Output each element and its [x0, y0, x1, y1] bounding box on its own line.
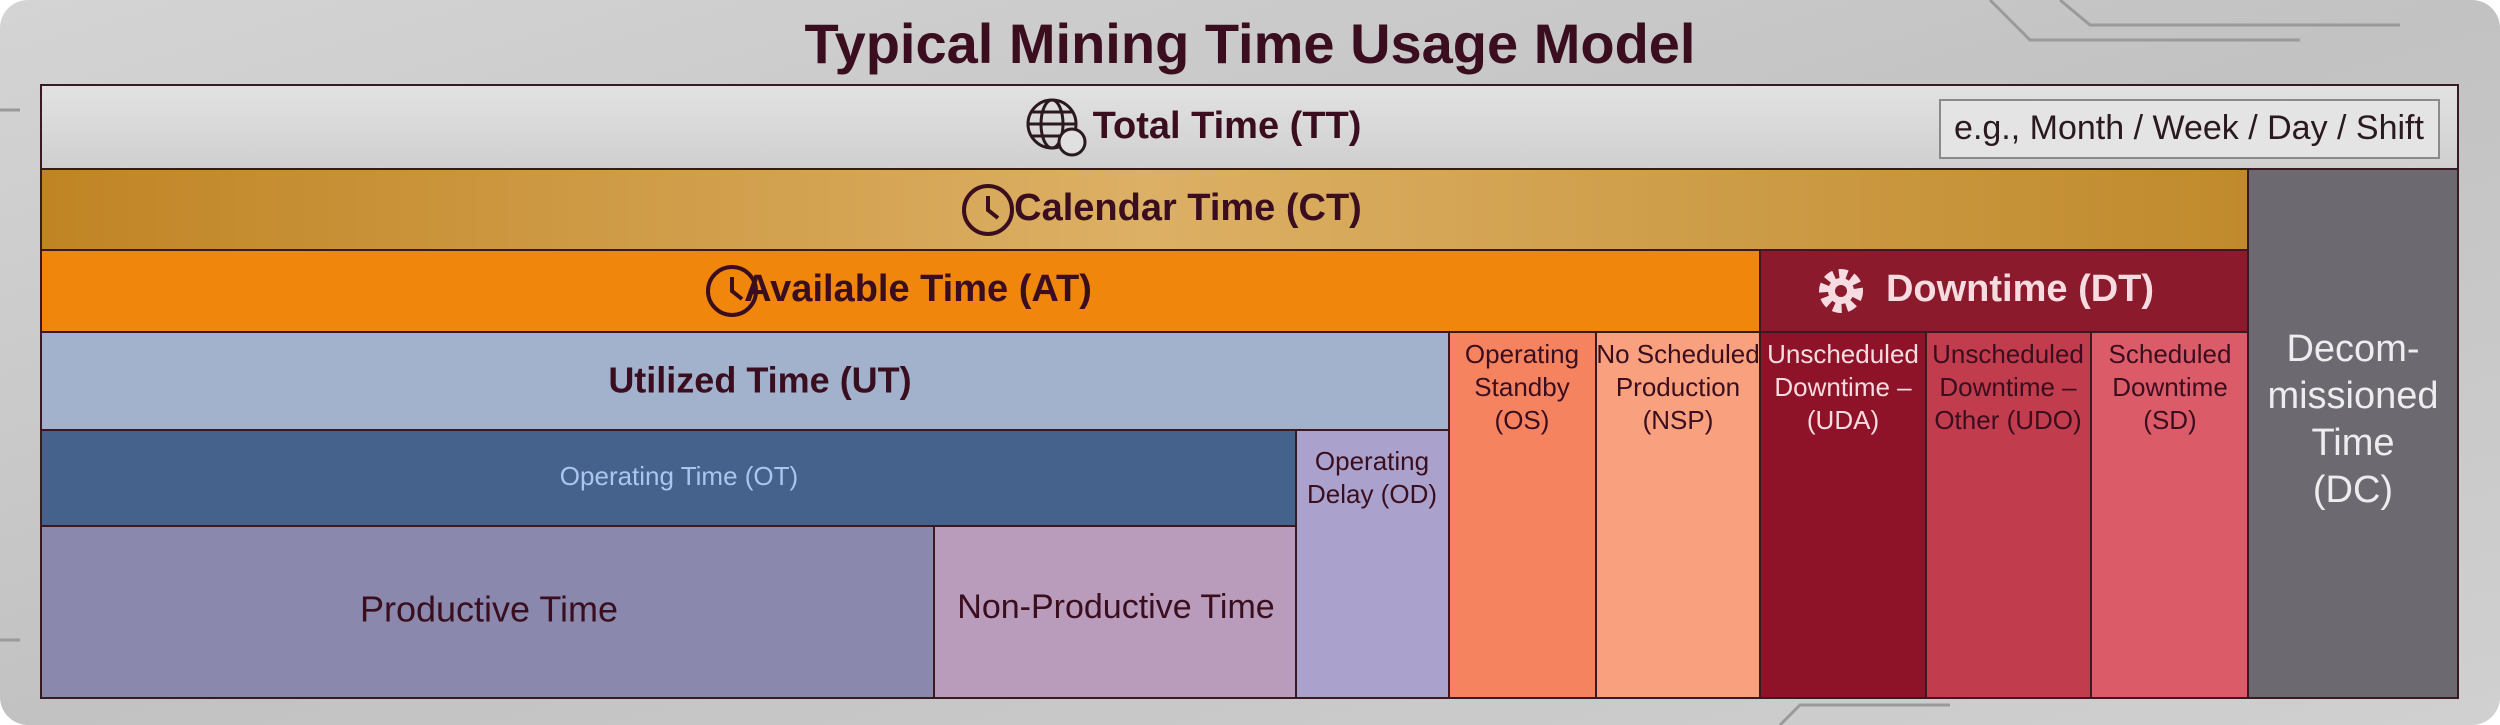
box-label: Productive Time	[360, 589, 618, 630]
box-label: Operating	[1465, 339, 1579, 369]
gear-hole	[1835, 285, 1847, 297]
circuit-decoration	[0, 0, 2400, 725]
box-label: Downtime –	[1774, 372, 1912, 402]
badge-text: e.g., Month / Week / Day / Shift	[1954, 109, 2424, 147]
time-box	[1448, 331, 1597, 699]
time-box	[2247, 168, 2459, 699]
box-label: missioned	[2267, 375, 2438, 417]
box-label: Downtime –	[1939, 372, 2077, 402]
time-box	[1925, 331, 2092, 699]
box-label: Operating	[1315, 446, 1429, 476]
clock-hands	[986, 196, 1000, 220]
box-label: (DC)	[2313, 469, 2393, 511]
box-label: Total Time (TT)	[1093, 105, 1362, 147]
box-label: (UDA)	[1807, 405, 1879, 435]
box-label: Downtime	[2112, 372, 2228, 402]
clock-hands	[730, 277, 744, 301]
box-label: Available Time (AT)	[744, 268, 1092, 310]
box-label: Operating Time (OT)	[560, 461, 798, 491]
clock-icon	[706, 265, 758, 317]
time-box	[40, 429, 1297, 527]
box-label: (NSP)	[1643, 405, 1714, 435]
box-label: Calendar Time (CT)	[1014, 187, 1362, 229]
box-label: Delay (OD)	[1307, 479, 1437, 509]
box-label: Utilized Time (UT)	[608, 360, 911, 401]
box-label: Unscheduled	[1767, 339, 1919, 369]
box-label: No Scheduled	[1596, 339, 1759, 369]
box-label: Production	[1616, 372, 1740, 402]
time-box	[1295, 429, 1450, 699]
box-label: Downtime (DT)	[1886, 268, 2154, 310]
globe-clock	[1057, 127, 1087, 157]
gear-icon	[1819, 269, 1863, 313]
time-box	[40, 331, 1450, 431]
box-label: Other (UDO)	[1934, 405, 2081, 435]
time-box	[1759, 331, 1927, 699]
box-label: Time	[2311, 422, 2394, 464]
time-box	[933, 525, 1297, 699]
boxes: Total Time (TT) Calendar Time (CT) Availab…	[40, 84, 2459, 699]
badge	[1939, 99, 2440, 159]
time-box	[1595, 331, 1761, 699]
title: Typical Mining Time Usage Model	[805, 12, 1696, 75]
box-label: Unscheduled	[1932, 339, 2084, 369]
clock-icon	[962, 184, 1014, 236]
time-box	[40, 525, 935, 699]
box-label: Non-Productive Time	[957, 588, 1274, 626]
box-label: Standby	[1474, 372, 1569, 402]
time-box	[2090, 331, 2249, 699]
box-label: Decom-	[2286, 328, 2419, 370]
box-label: Scheduled	[2109, 339, 2232, 369]
box-label: (OS)	[1495, 405, 1550, 435]
time-box	[40, 249, 1761, 333]
box-label: (SD)	[2143, 405, 2196, 435]
